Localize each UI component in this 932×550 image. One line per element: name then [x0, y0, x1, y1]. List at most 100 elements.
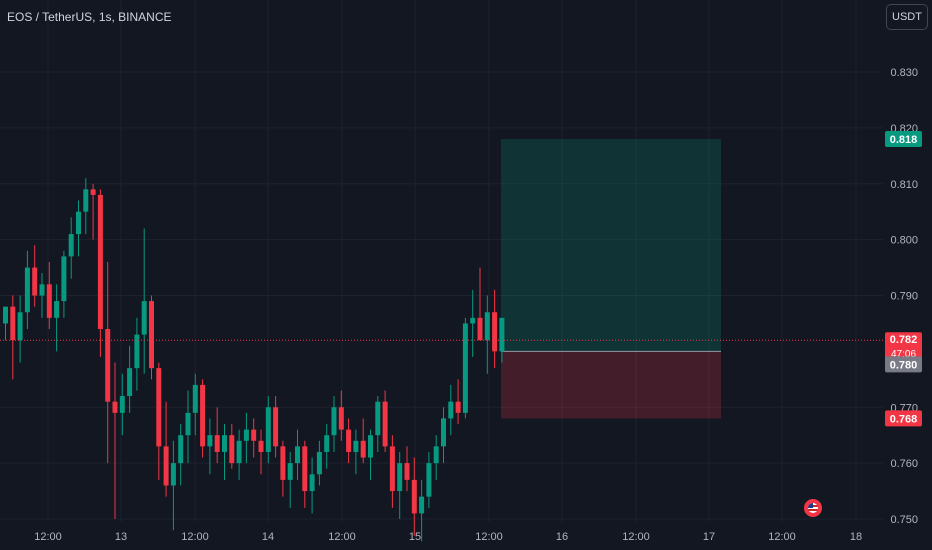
- candle-body: [163, 446, 169, 486]
- candle-down: [389, 435, 395, 508]
- y-tick-label: 0.810: [890, 179, 918, 191]
- candle-body: [287, 463, 293, 480]
- candle-body: [295, 446, 300, 464]
- candle-body: [229, 435, 235, 464]
- candle-body: [149, 301, 154, 369]
- candle-up: [287, 451, 293, 508]
- candle-body: [346, 429, 352, 452]
- candle-body: [382, 401, 388, 447]
- candle-down: [382, 390, 388, 452]
- candle-body: [185, 412, 191, 436]
- price-badge-value: 0.768: [890, 413, 918, 425]
- candle-up: [127, 345, 133, 413]
- x-tick-label: 16: [556, 531, 568, 543]
- x-tick-label: 12:00: [622, 531, 650, 543]
- candle-body: [83, 189, 89, 212]
- candle-body: [24, 267, 30, 313]
- candle-up: [324, 424, 330, 469]
- candle-body: [112, 401, 118, 413]
- candle-body: [10, 306, 16, 341]
- candle-up: [68, 217, 74, 279]
- candle-body: [105, 329, 111, 402]
- candle-up: [83, 178, 89, 235]
- candle-body: [32, 267, 38, 296]
- position-zones[interactable]: [501, 139, 721, 419]
- candle-up: [484, 295, 490, 374]
- candle-body: [134, 334, 140, 369]
- candle-up: [433, 435, 439, 480]
- candle-down: [112, 362, 118, 519]
- candle-up: [236, 429, 242, 480]
- countdown-timer: 47:06: [891, 349, 916, 360]
- x-tick-label: 15: [409, 531, 421, 543]
- x-tick-label: 14: [262, 531, 274, 543]
- candle-down: [411, 457, 417, 536]
- x-tick-label: 13: [115, 531, 127, 543]
- x-tick-label: 12:00: [768, 531, 796, 543]
- candle-body: [360, 440, 366, 458]
- candle-body: [324, 435, 330, 452]
- candle-down: [200, 379, 206, 458]
- current-price-badge-bg: [885, 332, 922, 362]
- chart-grid: [0, 0, 883, 522]
- candle-body: [492, 312, 498, 352]
- candle-up: [470, 289, 476, 357]
- candle-body: [419, 496, 425, 514]
- candle-body: [207, 435, 213, 447]
- candle-body: [302, 446, 308, 492]
- candle-up: [441, 407, 446, 464]
- us-flag-icon[interactable]: [804, 499, 822, 517]
- candle-body: [68, 234, 74, 257]
- y-tick-label: 0.830: [890, 67, 918, 79]
- candle-down: [338, 390, 344, 441]
- candle-down: [105, 261, 111, 464]
- candle-body: [353, 440, 359, 452]
- candle-down: [280, 440, 286, 497]
- candle-body: [3, 306, 8, 324]
- candle-body: [97, 194, 103, 330]
- candle-down: [360, 418, 366, 464]
- candle-down: [229, 424, 235, 469]
- price-badge: 0.768: [885, 410, 922, 427]
- candle-down: [163, 401, 169, 497]
- candle-body: [404, 463, 410, 480]
- candle-up: [207, 418, 213, 475]
- candle-body: [265, 407, 271, 452]
- candle-up: [353, 429, 359, 475]
- price-axis-labels: 0.818 0.782 47:060.780 0.768: [885, 131, 922, 427]
- candle-up: [3, 306, 8, 341]
- candle-up: [178, 424, 184, 486]
- candle-up: [61, 250, 67, 318]
- candle-up: [419, 479, 425, 542]
- candle-body: [156, 368, 162, 447]
- time-axis[interactable]: 12:00 13 12:00 14 12:00 15 12:00 16 12:00 17 12:00…: [34, 531, 862, 543]
- candle-down: [214, 407, 220, 464]
- candle-body: [433, 446, 439, 464]
- candle-up: [170, 440, 176, 531]
- candle-up: [243, 412, 249, 464]
- price-badge-bg: [885, 410, 922, 427]
- candlestick-series: [3, 178, 505, 542]
- y-tick-label: 0.760: [890, 458, 918, 470]
- candle-body: [54, 301, 60, 318]
- candle-up: [316, 440, 322, 486]
- x-tick-label: 18: [850, 531, 862, 543]
- candle-body: [170, 463, 176, 486]
- candle-down: [251, 418, 257, 458]
- x-tick-label: 17: [703, 531, 715, 543]
- candle-down: [477, 267, 483, 341]
- candle-up: [309, 457, 315, 514]
- currency-button[interactable]: USDT: [886, 4, 928, 30]
- x-tick-label: 12:00: [34, 531, 62, 543]
- symbol-title[interactable]: EOS / TetherUS, 1s, BINANCE: [7, 10, 172, 24]
- y-tick-label: 0.750: [890, 514, 918, 526]
- y-tick-label: 0.800: [890, 235, 918, 247]
- candle-body: [236, 440, 242, 464]
- candle-up: [295, 429, 300, 480]
- price-badge: 0.818: [885, 131, 922, 148]
- candle-down: [404, 446, 410, 492]
- candle-body: [200, 384, 206, 447]
- candle-body: [273, 407, 279, 447]
- candle-down: [302, 440, 308, 508]
